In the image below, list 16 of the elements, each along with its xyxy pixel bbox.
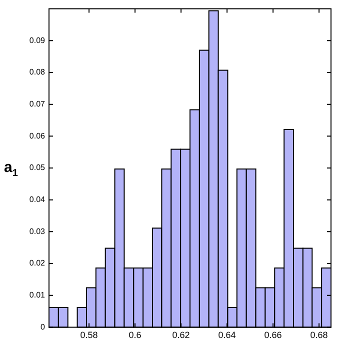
- x-tick-label: 0.64: [218, 330, 236, 340]
- x-tick-label: 0.62: [172, 330, 190, 340]
- y-tick-label: 0.01: [29, 290, 46, 300]
- y-tick-label: 0.04: [29, 195, 46, 204]
- x-tick-label: 0.58: [80, 330, 98, 340]
- y-tick-label: 0.07: [29, 100, 46, 109]
- x-tick-label: 0.68: [310, 330, 328, 340]
- y-tick-label: 0.03: [29, 226, 46, 236]
- x-tick-label: 0.66: [264, 330, 282, 340]
- y-tick-label: 0.09: [29, 36, 46, 45]
- y-tick-label: 0: [40, 322, 46, 332]
- y-tick-label: 0.06: [29, 131, 46, 140]
- y-tick-label: 0.05: [29, 163, 46, 172]
- y-tick-label: 0.02: [29, 258, 46, 268]
- y-tick-label: 0.08: [29, 68, 46, 77]
- x-tick-label: 0.6: [128, 330, 142, 340]
